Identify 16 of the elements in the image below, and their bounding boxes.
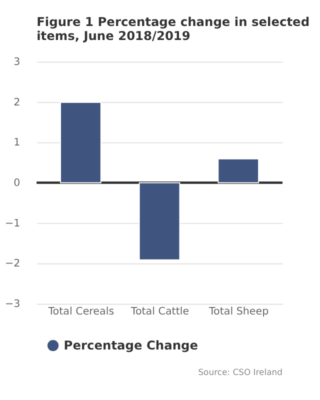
x-tick-label: Total Cattle — [130, 306, 190, 318]
bar — [138, 182, 180, 260]
chart-title: Figure 1 Percentage change in selected items, June 2018/2019 — [36, 15, 310, 44]
x-tick-label: Total Cereals — [47, 306, 114, 318]
bar — [60, 102, 102, 184]
legend-label: Percentage Change — [64, 338, 198, 352]
bar — [218, 158, 260, 184]
y-tick-label: −2 — [4, 258, 20, 270]
y-tick-label: 0 — [14, 177, 20, 190]
y-tick-label: 1 — [14, 136, 20, 149]
x-tick-label: Total Sheep — [208, 306, 269, 318]
y-tick-label: 3 — [14, 56, 20, 68]
y-tick-label: −3 — [4, 298, 20, 310]
source-note: Source: CSO Ireland — [198, 367, 282, 378]
y-tick-label: −1 — [4, 217, 20, 230]
y-tick-label: 2 — [14, 96, 20, 108]
